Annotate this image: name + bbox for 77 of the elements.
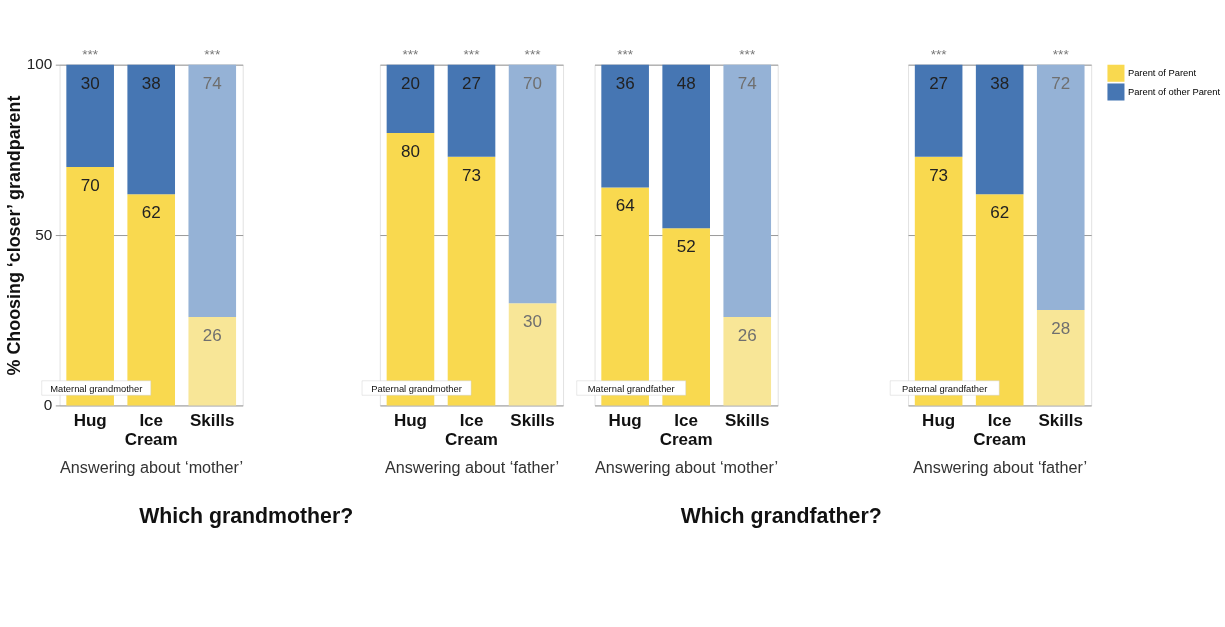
legend-label: Parent of Parent bbox=[1127, 67, 1197, 78]
text: Which grandfather? bbox=[680, 504, 882, 529]
data-label: 70 bbox=[80, 175, 100, 195]
data-label: 72 bbox=[1051, 73, 1071, 93]
data-label: 74 bbox=[202, 73, 222, 93]
bar bbox=[914, 64, 963, 157]
data-label: 28 bbox=[1051, 318, 1071, 338]
annotation: Maternal grandmother bbox=[50, 383, 143, 394]
annotation: *** bbox=[463, 46, 481, 62]
annotation: *** bbox=[617, 46, 634, 62]
annotation: *** bbox=[82, 46, 99, 62]
data-label: 26 bbox=[202, 325, 222, 345]
data-label: 20 bbox=[400, 73, 420, 93]
data-label: 62 bbox=[141, 203, 161, 223]
annotation: Paternal grandfather bbox=[902, 383, 988, 394]
x-tick-label: Skills bbox=[725, 411, 770, 431]
data-label: 70 bbox=[523, 73, 543, 93]
bar bbox=[508, 303, 557, 406]
bar bbox=[188, 316, 237, 406]
bar bbox=[1036, 310, 1085, 406]
data-label: 80 bbox=[400, 141, 420, 161]
bar bbox=[1036, 64, 1085, 311]
data-label: 74 bbox=[737, 73, 757, 93]
bar bbox=[386, 64, 435, 133]
data-label: 30 bbox=[523, 312, 543, 332]
data-label: 48 bbox=[676, 73, 696, 93]
x-tick-label: Ice Cream bbox=[124, 411, 178, 450]
data-label: 64 bbox=[615, 196, 635, 216]
data-label: 26 bbox=[737, 325, 757, 345]
bar bbox=[723, 316, 772, 406]
x-tick-label: Hug bbox=[608, 411, 642, 431]
data-label: 73 bbox=[462, 165, 481, 185]
legend-label: Parent of other Parent bbox=[1127, 86, 1221, 97]
x-tick-label: Ice Cream bbox=[445, 411, 498, 450]
annotation: *** bbox=[739, 46, 756, 62]
data-label: 30 bbox=[80, 73, 100, 93]
x-tick-label: Hug bbox=[922, 411, 956, 431]
bar bbox=[188, 64, 237, 317]
x-tick-label: Skills bbox=[510, 411, 555, 431]
y-axis-title: % Choosing ‘closer’ grandparent bbox=[3, 95, 24, 376]
annotation: *** bbox=[204, 46, 221, 62]
bar bbox=[723, 64, 772, 317]
data-label: 62 bbox=[990, 203, 1010, 223]
bar bbox=[508, 64, 557, 304]
annotation: *** bbox=[930, 46, 948, 62]
x-axis-title: Answering about ‘father’ bbox=[384, 458, 559, 477]
data-label: 52 bbox=[676, 237, 696, 257]
bar bbox=[66, 64, 114, 167]
bar bbox=[975, 64, 1024, 195]
y-tick-label: 0 bbox=[43, 396, 53, 414]
bar bbox=[601, 64, 649, 188]
data-label: 27 bbox=[462, 73, 481, 93]
x-tick-label: Ice Cream bbox=[659, 411, 713, 450]
data-label: 38 bbox=[990, 73, 1010, 93]
data-label: 38 bbox=[141, 73, 161, 93]
x-axis-title: Answering about ‘mother’ bbox=[595, 458, 779, 477]
data-label: 27 bbox=[929, 73, 949, 93]
x-axis-title: Answering about ‘mother’ bbox=[60, 458, 244, 477]
annotation: *** bbox=[524, 46, 542, 62]
x-tick-label: Ice Cream bbox=[973, 411, 1027, 450]
x-tick-label: Hug bbox=[73, 411, 107, 431]
x-tick-label: Skills bbox=[1038, 411, 1083, 431]
annotation: *** bbox=[402, 46, 420, 62]
text: Which grandmother? bbox=[139, 504, 354, 529]
data-label: 36 bbox=[615, 73, 635, 93]
x-tick-label: Hug bbox=[393, 411, 427, 431]
bar bbox=[127, 64, 176, 195]
bar bbox=[447, 64, 496, 157]
annotation: Maternal grandfather bbox=[587, 383, 675, 394]
bar bbox=[662, 64, 710, 229]
y-tick-label: 50 bbox=[35, 225, 53, 243]
data-label: 73 bbox=[929, 165, 949, 185]
x-tick-label: Skills bbox=[190, 411, 235, 431]
x-axis-title: Answering about ‘father’ bbox=[913, 458, 1088, 477]
annotation: *** bbox=[1052, 46, 1070, 62]
y-tick-label: 100 bbox=[26, 55, 53, 73]
annotation: Paternal grandmother bbox=[371, 383, 462, 394]
